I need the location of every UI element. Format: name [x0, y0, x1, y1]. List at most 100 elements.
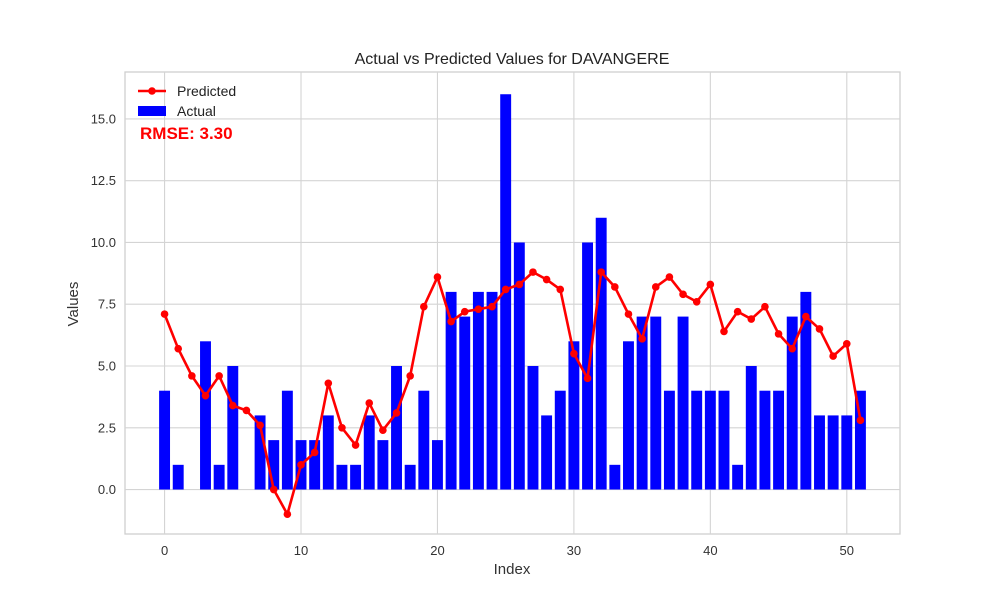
bar-actual	[254, 415, 266, 490]
point-predicted	[310, 448, 319, 457]
x-axis-title: Index	[494, 561, 531, 578]
point-predicted	[160, 310, 169, 318]
point-predicted	[774, 330, 783, 338]
point-predicted	[747, 315, 756, 323]
legend-swatch-actual	[138, 106, 166, 116]
bar-actual	[595, 217, 607, 490]
bar-actual	[841, 415, 853, 490]
point-predicted	[174, 344, 183, 353]
line-predicted	[163, 270, 862, 516]
bar-actual	[227, 366, 239, 490]
point-predicted	[269, 485, 278, 494]
bar-actual	[773, 390, 785, 490]
y-axis-title: Values	[65, 282, 82, 327]
bar-actual	[732, 464, 744, 490]
bar-actual	[814, 415, 825, 490]
rmse-annotation: RMSE: 3.30	[140, 124, 233, 143]
bar-actual	[582, 242, 594, 490]
point-predicted	[815, 325, 824, 333]
point-predicted	[324, 379, 333, 388]
point-predicted	[215, 372, 223, 380]
point-predicted	[201, 391, 210, 400]
point-predicted	[802, 312, 810, 321]
point-predicted	[542, 275, 551, 284]
point-predicted	[842, 339, 851, 348]
bar-actual	[391, 366, 402, 490]
bar-actual	[459, 316, 471, 490]
bar-actual	[691, 390, 703, 490]
point-predicted	[556, 285, 565, 294]
bar-actual	[404, 464, 416, 490]
bar-actual	[213, 464, 225, 490]
y-tick-label: 2.5	[98, 420, 116, 435]
bar-actual	[172, 464, 184, 490]
point-predicted	[379, 426, 387, 435]
legend-label-predicted: Predicted	[177, 83, 236, 99]
bar-actual	[650, 316, 662, 490]
bar-actual	[554, 390, 566, 490]
point-predicted	[297, 461, 305, 469]
bar-actual	[568, 341, 580, 490]
point-predicted	[611, 283, 619, 291]
bar-actual	[350, 464, 362, 490]
bar-actual	[445, 291, 457, 490]
bar-actual	[745, 366, 757, 490]
point-predicted	[474, 305, 483, 313]
bar-actual	[200, 341, 211, 490]
x-tick-label: 0	[161, 543, 168, 558]
point-predicted	[856, 416, 865, 425]
point-predicted	[338, 423, 346, 432]
point-predicted	[392, 409, 401, 417]
bar-actual	[677, 316, 689, 490]
legend-label-actual: Actual	[177, 103, 216, 119]
point-predicted	[515, 280, 524, 289]
bar-actual	[623, 341, 634, 490]
point-predicted	[256, 421, 264, 430]
y-tick-label: 5.0	[98, 359, 116, 374]
bar-actual	[377, 440, 389, 490]
point-predicted	[651, 283, 660, 291]
bar-actual	[609, 464, 621, 490]
chart-title: Actual vs Predicted Values for DAVANGERE	[355, 51, 670, 68]
bar-actual	[513, 242, 525, 490]
x-tick-label: 10	[294, 543, 308, 558]
point-predicted	[624, 310, 633, 318]
point-predicted	[228, 401, 237, 410]
y-tick-label: 0.0	[98, 482, 116, 497]
bar-actual	[322, 415, 334, 490]
y-tick-label: 12.5	[91, 173, 116, 188]
point-predicted	[597, 268, 605, 276]
x-tick-label: 30	[567, 543, 581, 558]
plot-area	[124, 71, 901, 535]
point-predicted	[283, 510, 292, 519]
bar-actual	[281, 390, 293, 490]
point-predicted	[788, 344, 797, 353]
point-predicted	[420, 302, 428, 311]
bar-actual	[800, 291, 812, 490]
point-predicted	[706, 280, 715, 289]
point-predicted	[583, 374, 592, 383]
bar-actual	[663, 390, 675, 490]
point-predicted	[406, 372, 414, 380]
y-tick-label: 7.5	[98, 297, 116, 312]
x-tick-label: 40	[703, 543, 717, 558]
bar-actual	[472, 291, 484, 490]
point-predicted	[638, 335, 646, 343]
point-predicted	[720, 327, 728, 336]
point-predicted	[570, 349, 578, 358]
bar-actual	[541, 415, 553, 490]
bar-actual	[854, 390, 866, 490]
bar-actual	[718, 390, 730, 490]
point-predicted	[529, 268, 537, 276]
bar-actual	[636, 316, 648, 490]
point-predicted	[829, 352, 837, 360]
point-predicted	[447, 317, 455, 326]
bar-actual	[159, 390, 171, 490]
bar-actual	[486, 291, 498, 490]
bar-actual	[363, 415, 375, 490]
point-predicted	[488, 302, 496, 311]
bar-actual	[309, 440, 321, 490]
bar-actual	[527, 366, 539, 490]
bar-actual	[418, 390, 430, 490]
